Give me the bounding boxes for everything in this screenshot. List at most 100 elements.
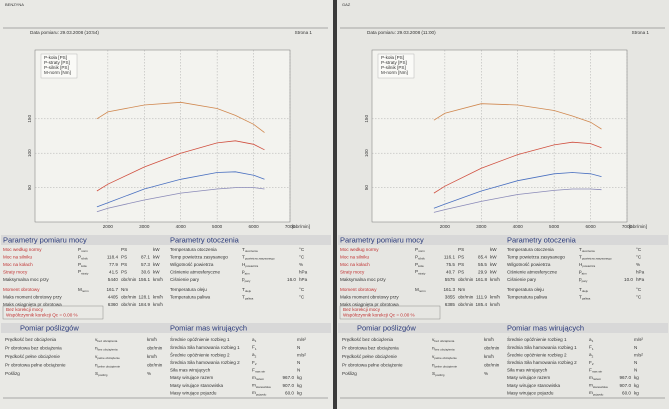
cell: N	[297, 345, 300, 350]
symbol: Tpaliwa	[579, 295, 591, 301]
symbol-sub: silnik	[418, 256, 425, 260]
row-label: Maks moment obrotowy przy	[3, 295, 62, 300]
symbol-sub: oleju	[245, 289, 252, 293]
symbol: Tpowietrza zasysanego	[242, 255, 275, 261]
cell: °C	[299, 247, 305, 252]
cell: kW	[153, 269, 160, 274]
cell: 3855	[445, 295, 456, 300]
symbol: mrazem	[252, 375, 265, 381]
symbol-main: T	[242, 295, 245, 300]
cell: °C	[636, 255, 642, 260]
row-label: Średnie opóźnienie rozbieg 1	[507, 335, 567, 342]
symbol-sub: pary	[245, 279, 251, 283]
cell: hPa	[299, 269, 308, 274]
symbol-sub: 1	[255, 339, 257, 343]
symbol-sub: norm	[418, 249, 425, 253]
symbol-sub: norm	[81, 249, 88, 253]
cell: PS	[121, 247, 127, 252]
cell: 41.5	[109, 269, 118, 274]
x-tick-label: 4000	[176, 224, 187, 229]
row-label: Średnia Siła hamowania rozbieg 2	[507, 358, 577, 365]
page-no: Strona 1	[295, 30, 313, 35]
legend-entry: P-silnik [PS]	[44, 65, 69, 70]
cell: kg	[297, 390, 302, 395]
cell: kg	[634, 383, 639, 388]
row-label: Średnia Siła hamowania rozbieg 1	[170, 343, 240, 350]
row-label: Średnie opóźnienie rozbieg 2	[170, 350, 230, 357]
cell: 118.4	[107, 255, 119, 260]
section-title: Parametry otoczenia	[170, 235, 240, 244]
cell: %	[299, 262, 303, 267]
cell: km/h	[153, 277, 163, 282]
symbol: Tpaliwa	[242, 295, 254, 301]
symbol: Totoczenia	[579, 247, 595, 253]
section-title: Pomiar poślizgów	[20, 323, 79, 332]
x-tick-label: 7000	[622, 224, 633, 229]
symbol-sub: powietrza	[245, 264, 258, 268]
section-title: Parametry otoczenia	[507, 235, 577, 244]
symbol-main: m	[589, 390, 593, 395]
symbol: mpojazdu	[252, 390, 267, 396]
symbol: ppary	[579, 277, 588, 283]
cell: kW	[153, 247, 160, 252]
x-tick-label: 5000	[212, 224, 223, 229]
symbol: Spoślizg	[95, 371, 108, 377]
symbol-main: n	[95, 346, 98, 351]
cell: 6385	[445, 302, 456, 307]
symbol: vbez obciążenia	[432, 337, 455, 343]
cell: %	[636, 262, 640, 267]
symbol-sub: pełne obciążenie	[97, 356, 120, 360]
section-title: Parametry pomiaru mocy	[3, 235, 87, 244]
cell: km/h	[490, 302, 500, 307]
legend-entry: P-koła [PS]	[381, 55, 404, 60]
symbol-sub: paliwa	[245, 296, 254, 300]
row-label: Moc na silniku	[340, 255, 370, 260]
cell: m/s²	[297, 337, 306, 342]
row-label: Prędkość pełne obciążenie	[342, 354, 397, 359]
cell: kg	[634, 375, 639, 380]
row-label: Maks osiągnięta pr obrotowa	[340, 302, 399, 307]
cell: m/s²	[634, 337, 643, 342]
x-tick-label: 6000	[585, 224, 596, 229]
symbol-main: P	[78, 269, 81, 274]
symbol-sub: pełne obciążenie	[435, 364, 458, 368]
symbol: npełne obciążenie	[95, 363, 120, 369]
cell: 161.3	[444, 287, 456, 292]
row-label: Wilgotność powietrza	[170, 262, 214, 267]
cell: 40.7	[446, 269, 455, 274]
symbol-sub: 1	[592, 339, 594, 343]
series-line	[96, 101, 265, 133]
cell: 967.0	[620, 375, 632, 380]
y-tick-label: 100	[27, 149, 32, 157]
cell: 6360	[108, 302, 119, 307]
symbol-sub: silnik	[81, 256, 88, 260]
row-label: Straty mocy	[340, 269, 365, 274]
cell: °C	[636, 247, 642, 252]
symbol-sub: pary	[582, 279, 588, 283]
row-label: Prędkość bez obciążenia	[342, 337, 394, 342]
cell: 185.4	[476, 302, 488, 307]
row-label: Temp powietrza zasysanego	[170, 255, 228, 260]
x-tick-label: 2000	[103, 224, 114, 229]
symbol: Pstraty	[415, 269, 426, 275]
row-label: Pr obrotowa pełne obciążenie	[5, 363, 66, 368]
note: Bez korekcji mocy	[343, 307, 381, 312]
symbol-sub: 2	[592, 354, 594, 358]
cell: km/h	[153, 295, 163, 300]
section-title: Pomiar mas wirujących	[170, 323, 247, 332]
symbol-main: P	[78, 255, 81, 260]
symbol-main: m	[589, 375, 593, 380]
cell: 5575	[445, 277, 456, 282]
legend-box	[40, 53, 78, 79]
section-title: Parametry pomiaru mocy	[340, 235, 424, 244]
symbol-sub: bez obciążenia	[98, 347, 118, 351]
symbol-main: p	[579, 277, 582, 282]
cell: 967.0	[283, 375, 295, 380]
symbol-main: M	[78, 287, 82, 292]
row-label: Pr obrotowa bez obciążenia	[342, 346, 399, 351]
cell: N	[634, 360, 637, 365]
symbol-main: n	[95, 363, 98, 368]
symbol: Toleju	[242, 287, 251, 293]
x-tick-label: 3000	[139, 224, 150, 229]
symbol-main: H	[579, 262, 582, 267]
